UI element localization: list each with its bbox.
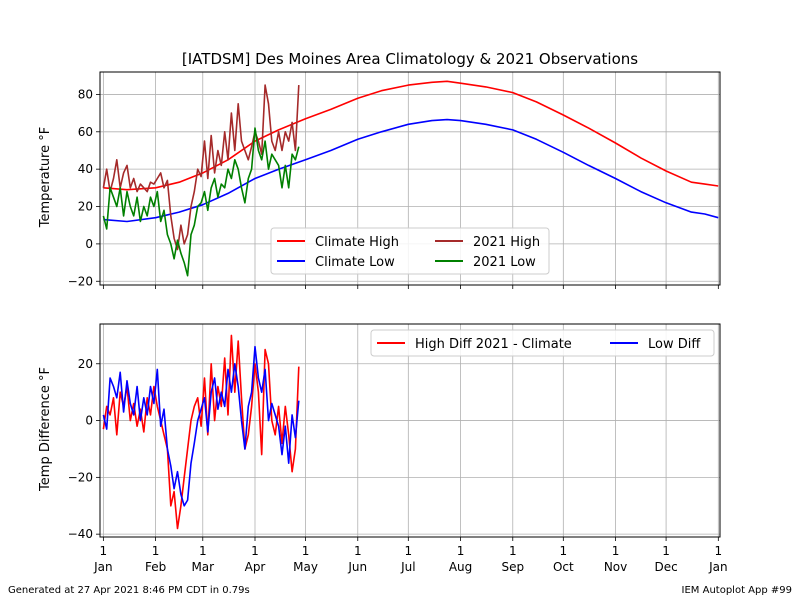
y-tick-label: 80 (78, 87, 93, 101)
x-tick-label: 1 Jul (400, 544, 415, 574)
x-tick-label: 1 Jan (93, 544, 113, 574)
y-tick-label: 20 (78, 357, 93, 371)
temperature-difference-axes: 1 Jan 1 Feb 1 Mar 1 Apr 1 May 1 Jun 1 Jul 1 Aug 1 Sep 1 Oct… (68, 323, 728, 574)
y-tick-label: −20 (68, 470, 93, 484)
temp-difference-y-axis-label: Temp Difference °F (38, 367, 53, 492)
temperature-axes: −20 0 20 40 60 80 Climate High Climate Low 2021 … (68, 71, 721, 289)
legend-label: Low Diff (648, 337, 701, 352)
series-line-low-diff (102, 345, 300, 507)
legend-label: 2021 High (473, 235, 540, 250)
x-tick-label: 1 Jan (708, 544, 728, 574)
legend-label: High Diff 2021 - Climate (415, 337, 572, 352)
x-tick-label: 1 Feb (145, 544, 166, 574)
x-tick-label: 1 Sep (501, 544, 524, 574)
y-tick-label: 40 (78, 162, 93, 176)
series-line-2021-high (102, 84, 300, 251)
legend-box (270, 227, 550, 275)
y-tick-label: 0 (85, 237, 93, 251)
x-tick-label: 1 Nov (604, 544, 627, 574)
x-tick-label: 1 Jun (347, 544, 367, 574)
series-line-climate-low (103, 118, 719, 223)
y-tick-label: 20 (78, 200, 93, 214)
chart-title: [IATDSM] Des Moines Area Climatology & 2… (182, 50, 638, 68)
legend-label: 2021 Low (473, 255, 536, 270)
legend-label: Climate Low (315, 255, 395, 270)
y-tick-label: −40 (68, 527, 93, 541)
y-tick-label: 0 (85, 414, 93, 428)
x-tick-label: 1 Dec (654, 544, 677, 574)
legend-label: Climate High (315, 235, 399, 250)
y-tick-label: −20 (68, 274, 93, 288)
x-tick-label: 1 Apr (245, 544, 266, 574)
x-tick-label: 1 Oct (553, 544, 574, 574)
legend-box (370, 329, 715, 357)
generated-timestamp: Generated at 27 Apr 2021 8:46 PM CDT in … (8, 585, 250, 596)
x-tick-label: 1 Aug (449, 544, 472, 574)
series-line-climate-high (103, 80, 719, 191)
axes-frame (99, 71, 721, 286)
series-line-2021-low (102, 127, 300, 277)
x-tick-label: 1 Mar (191, 544, 214, 574)
app-credit: IEM Autoplot App #99 (681, 585, 792, 596)
y-tick-label: 60 (78, 125, 93, 139)
x-tick-label: 1 May (293, 544, 318, 574)
temperature-y-axis-label: Temperature °F (38, 127, 53, 228)
axes-frame (99, 323, 721, 538)
series-line-high-diff-2021-climate (102, 334, 300, 530)
